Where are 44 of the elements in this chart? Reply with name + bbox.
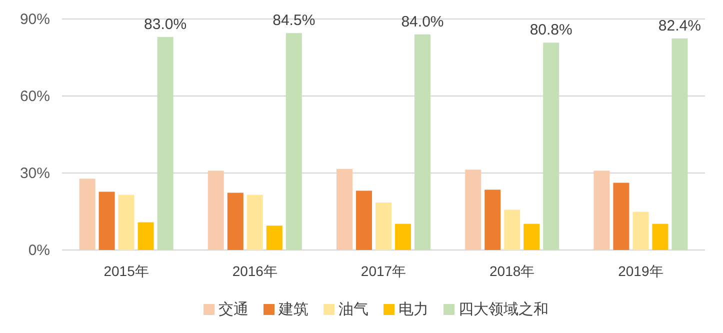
legend-label: 交通 [218,301,248,318]
y-tick-label: 30% [20,165,50,182]
data-label: 83.0% [144,16,187,33]
bar [98,192,115,250]
data-label: 82.4% [658,18,701,35]
bar [376,202,392,250]
bar [227,192,244,250]
bar [613,182,630,250]
bar [524,224,540,250]
bar [356,190,372,250]
bar [336,168,352,250]
bar [157,36,174,250]
bar [246,194,263,250]
bar [543,42,560,250]
data-label: 80.8% [530,22,572,39]
x-tick-label: 2019年 [618,263,664,279]
x-tick-label: 2015年 [104,263,149,279]
legend-label: 油气 [338,301,368,318]
x-tick-label: 2017年 [360,263,406,279]
bar [286,33,302,250]
legend-label: 电力 [398,301,428,318]
bar [652,224,668,250]
bar [138,222,154,250]
y-tick-label: 60% [20,88,50,105]
bar [79,178,96,250]
bar [504,210,520,250]
legend-label: 四大领域之和 [458,301,548,318]
legend-label: 建筑 [278,301,308,318]
bar [594,170,610,250]
bar [465,170,482,250]
y-tick-label: 90% [20,11,50,28]
bar [208,170,224,250]
bar [672,38,688,250]
bar [632,212,649,250]
bar [414,34,430,250]
bar [266,226,282,250]
y-tick-label: 0% [28,242,50,259]
x-tick-label: 2016年 [232,263,278,279]
data-label: 84.0% [401,13,444,30]
bar [395,224,411,250]
bar [118,194,134,250]
bar [484,190,501,250]
x-tick-label: 2018年 [490,263,535,279]
data-label: 84.5% [272,12,316,30]
